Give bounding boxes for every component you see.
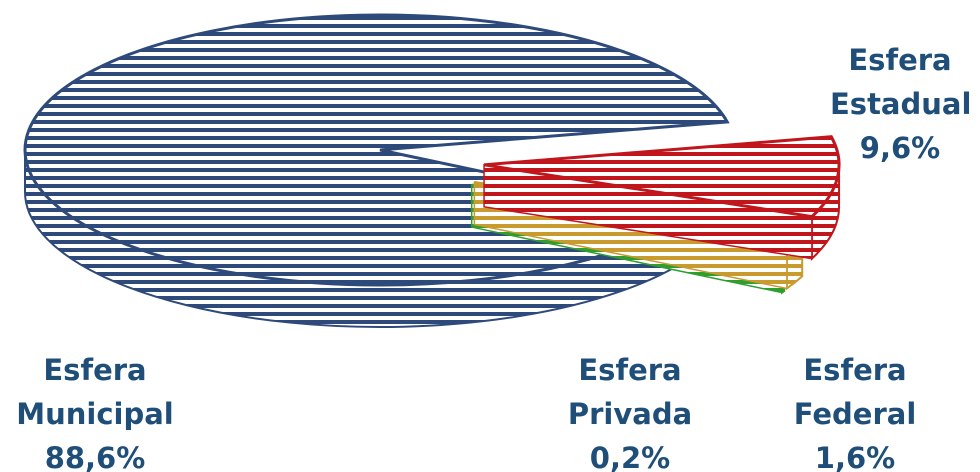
label-privada: Esfera Privada 0,2% xyxy=(555,348,705,472)
slice-estadual xyxy=(483,135,841,261)
label-privada-category: Esfera xyxy=(578,353,682,387)
label-municipal: Esfera Municipal 88,6% xyxy=(0,348,190,472)
label-federal-value: 1,6% xyxy=(814,441,896,472)
label-federal-name: Federal xyxy=(793,397,917,431)
label-municipal-category: Esfera xyxy=(43,353,147,387)
label-privada-name: Privada xyxy=(567,397,693,431)
label-federal: Esfera Federal 1,6% xyxy=(780,348,930,472)
label-privada-value: 0,2% xyxy=(589,441,671,472)
label-municipal-name: Municipal xyxy=(16,397,174,431)
label-estadual-value: 9,6% xyxy=(859,131,941,165)
slice-estadual-top xyxy=(483,135,841,219)
label-estadual-category: Esfera xyxy=(848,43,952,77)
label-federal-category: Esfera xyxy=(803,353,907,387)
label-estadual-name: Estadual xyxy=(830,87,972,121)
label-municipal-value: 88,6% xyxy=(44,441,146,472)
label-estadual: Esfera Estadual 9,6% xyxy=(830,38,972,170)
